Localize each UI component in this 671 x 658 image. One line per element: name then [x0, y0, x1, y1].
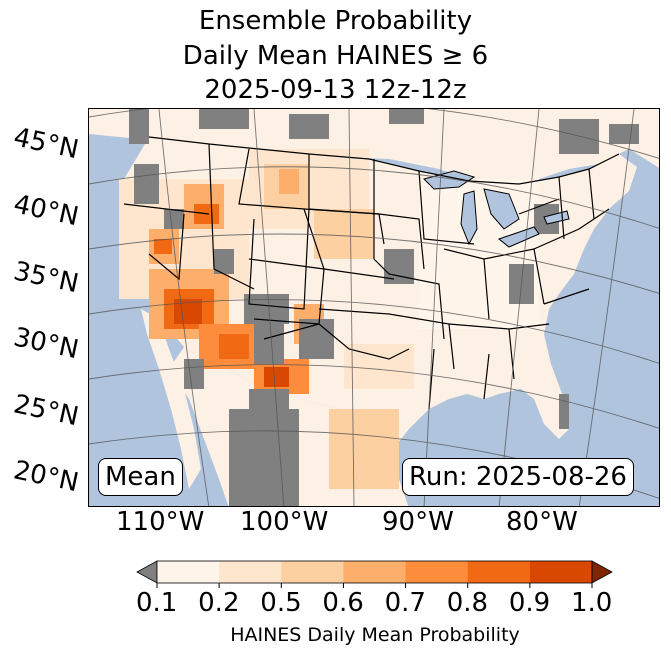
- colorbar-tick-label: 0.2: [198, 588, 240, 618]
- colorbar-tick-label: 0.7: [384, 588, 426, 618]
- colorbar: [136, 560, 613, 588]
- run-label-box: Run: 2025-08-26: [402, 458, 634, 496]
- colorbar-segment: [219, 561, 282, 583]
- colorbar-segment: [405, 561, 469, 583]
- colorbar-tick-label: 1.0: [571, 588, 613, 618]
- lon-label-80w: 80°W: [506, 507, 578, 537]
- colorbar-tick-label: 0.9: [508, 588, 551, 618]
- colorbar-segment: [467, 561, 531, 583]
- colorbar-segment: [281, 561, 344, 583]
- lon-label-90w: 90°W: [382, 507, 454, 537]
- colorbar-tick-label: 0.6: [322, 588, 364, 618]
- title-line-1: Ensemble Probability: [198, 6, 473, 36]
- colorbar-tick-label: 0.1: [136, 588, 178, 618]
- colorbar-under-arrow: [136, 560, 158, 584]
- lon-label-110w: 110°W: [116, 507, 205, 537]
- colorbar-outline: [156, 560, 593, 584]
- title-line-3: 2025-09-13 12z-12z: [204, 75, 467, 105]
- colorbar-tick-label: 0.8: [446, 588, 489, 618]
- colorbar-segment: [157, 561, 220, 583]
- graticule: [89, 109, 659, 506]
- map-canvas: [89, 109, 659, 506]
- state-borders: [123, 136, 620, 410]
- colorbar-segments: [136, 560, 613, 588]
- colorbar-segment: [529, 561, 593, 583]
- colorbar-over-arrow: [591, 560, 613, 584]
- great-lakes: [423, 170, 570, 248]
- lon-label-100w: 100°W: [240, 507, 329, 537]
- title-line-2: Daily Mean HAINES ≥ 6: [182, 41, 489, 71]
- colorbar-title: HAINES Daily Mean Probability: [230, 624, 520, 646]
- land-baja: [141, 309, 201, 489]
- colorbar-segment: [343, 561, 407, 583]
- map-panel: [88, 108, 660, 507]
- colorbar-tick-label: 0.5: [260, 588, 302, 618]
- stat-label-box: Mean: [98, 458, 183, 496]
